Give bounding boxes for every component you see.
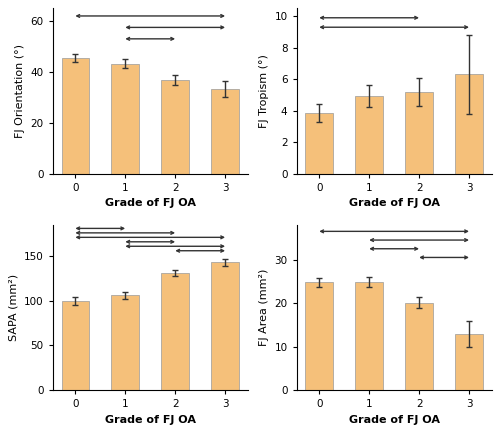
- Bar: [356, 97, 383, 174]
- Bar: [212, 262, 239, 390]
- X-axis label: Grade of FJ OA: Grade of FJ OA: [348, 415, 440, 425]
- Y-axis label: FJ Orientation (°): FJ Orientation (°): [15, 44, 25, 138]
- Bar: [406, 92, 433, 174]
- Bar: [306, 282, 333, 390]
- Bar: [112, 64, 139, 174]
- X-axis label: Grade of FJ OA: Grade of FJ OA: [104, 198, 196, 208]
- Y-axis label: FJ Area (mm²): FJ Area (mm²): [259, 269, 269, 346]
- Bar: [356, 282, 383, 390]
- Bar: [62, 301, 89, 390]
- Y-axis label: FJ Tropism (°): FJ Tropism (°): [259, 54, 269, 128]
- Bar: [456, 333, 483, 390]
- Bar: [162, 80, 189, 174]
- X-axis label: Grade of FJ OA: Grade of FJ OA: [104, 415, 196, 425]
- Bar: [306, 113, 333, 174]
- Y-axis label: SAPA (mm²): SAPA (mm²): [8, 274, 18, 341]
- Bar: [406, 303, 433, 390]
- Bar: [456, 74, 483, 174]
- X-axis label: Grade of FJ OA: Grade of FJ OA: [348, 198, 440, 208]
- Bar: [162, 273, 189, 390]
- Bar: [62, 58, 89, 174]
- Bar: [112, 295, 139, 390]
- Bar: [212, 89, 239, 174]
